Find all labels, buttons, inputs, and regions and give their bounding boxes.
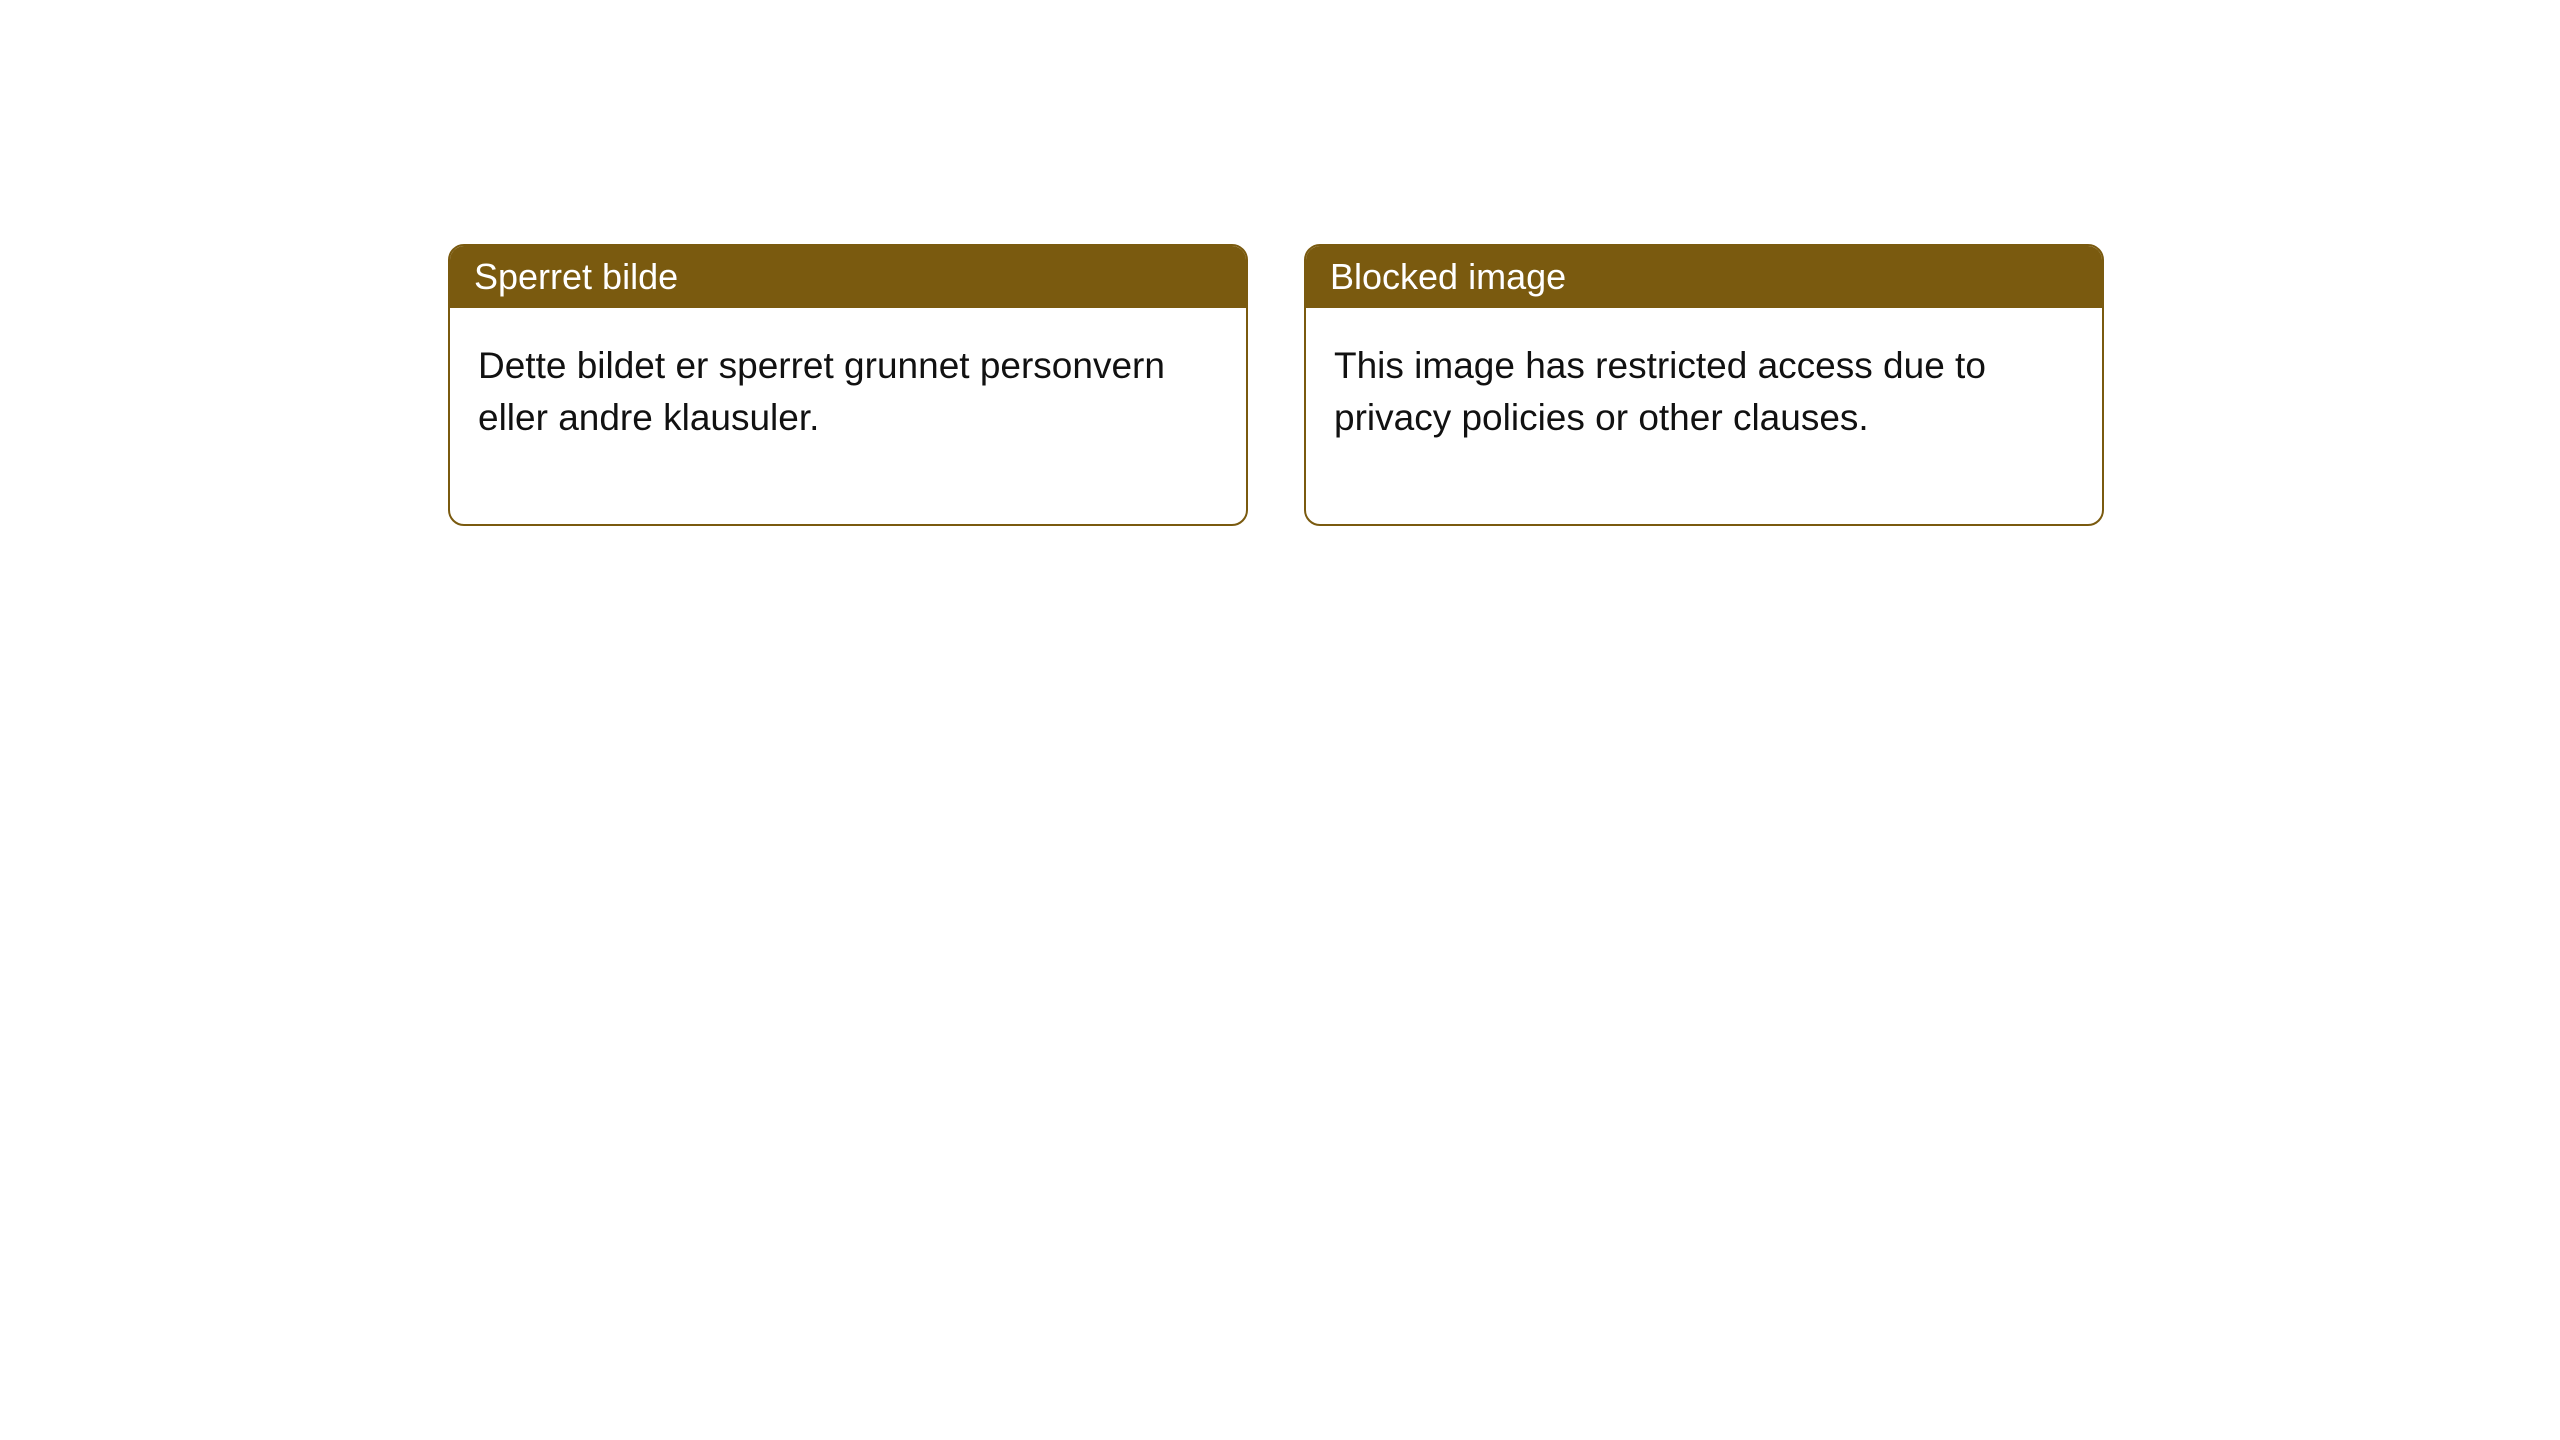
- notice-header-english: Blocked image: [1306, 246, 2102, 308]
- notice-header-norwegian: Sperret bilde: [450, 246, 1246, 308]
- notice-body-norwegian: Dette bildet er sperret grunnet personve…: [450, 308, 1246, 524]
- notice-card-norwegian: Sperret bilde Dette bildet er sperret gr…: [448, 244, 1248, 526]
- notice-body-english: This image has restricted access due to …: [1306, 308, 2102, 524]
- notice-card-english: Blocked image This image has restricted …: [1304, 244, 2104, 526]
- notice-container: Sperret bilde Dette bildet er sperret gr…: [0, 0, 2560, 526]
